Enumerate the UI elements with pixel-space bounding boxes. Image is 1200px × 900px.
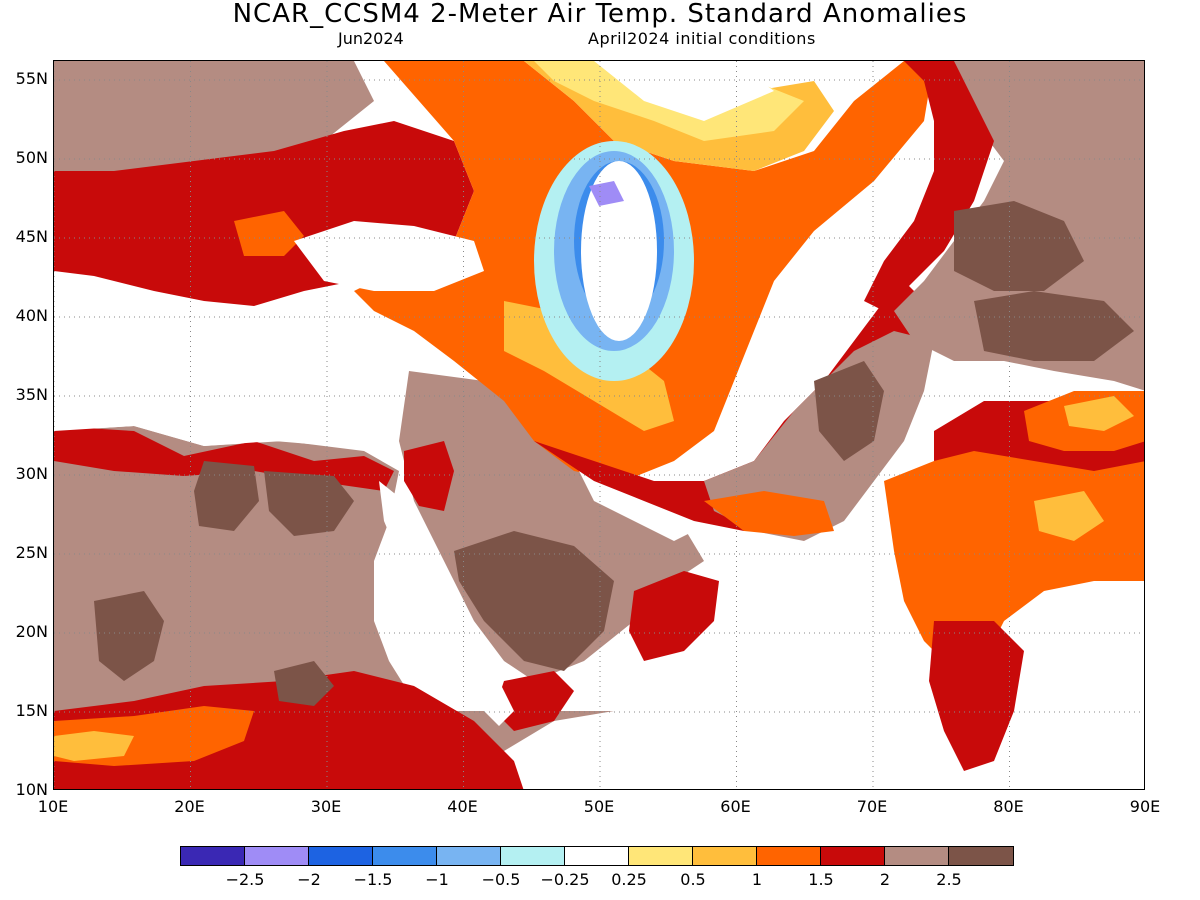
colorbar-segment (565, 847, 629, 865)
lat-tick-label: 15N (15, 700, 48, 720)
lon-tick-label: 60E (720, 797, 751, 816)
yemen-red-patch (494, 671, 574, 731)
colorbar-tick-label: 0.5 (680, 870, 706, 889)
colorbar-tick-label: −1.5 (353, 870, 393, 889)
lat-tick-label: 40N (15, 305, 48, 325)
africa-dark-blob-4 (274, 661, 334, 706)
mongolia-dark-blob (954, 201, 1084, 291)
africa-dark-blob-3 (94, 591, 164, 681)
lat-tick-label: 20N (15, 621, 48, 641)
africa-dark-blob-1 (194, 461, 259, 531)
lon-tick-label: 20E (174, 797, 205, 816)
levant-red-patch (404, 441, 454, 511)
anomaly-map (54, 61, 1144, 789)
tibet-dark-blob (974, 291, 1134, 361)
colorbar-segment (181, 847, 245, 865)
oman-red-patch (629, 571, 719, 661)
black-sea (294, 221, 484, 291)
lon-tick-label: 70E (856, 797, 888, 816)
colorbar (180, 846, 1014, 866)
colorbar-tick-label: −0.5 (481, 870, 521, 889)
colorbar-segment (949, 847, 1013, 865)
lon-tick-label: 90E (1129, 797, 1161, 816)
valid-month-label: Jun2024 (338, 29, 404, 48)
lat-tick-label: 30N (15, 463, 48, 483)
colorbar-tick-label: −2 (297, 870, 321, 889)
colorbar-segment (885, 847, 949, 865)
caspian-purple-spot (589, 181, 624, 206)
colorbar-segment (629, 847, 693, 865)
lat-tick-label: 50N (15, 147, 48, 167)
colorbar-tick-label: 1 (751, 870, 763, 889)
bay-of-bengal (994, 581, 1144, 789)
colorbar-segment (373, 847, 437, 865)
graticule (54, 61, 1144, 789)
colorbar-segment (501, 847, 565, 865)
lon-tick-label: 30E (310, 797, 342, 816)
africa-anomaly-region (54, 426, 614, 761)
lon-tick-label: 50E (583, 797, 615, 816)
kazakh-white-patch (594, 61, 774, 121)
colorbar-tick-label: 2.5 (936, 870, 962, 889)
india-red-south (929, 621, 1024, 771)
lat-tick-label: 25N (15, 542, 48, 562)
lon-tick-label: 10E (37, 797, 69, 816)
mediterranean-sea (54, 291, 404, 446)
balkans-orange-spot (234, 211, 304, 256)
sahel-yellow-spot (54, 731, 134, 761)
iran-orange-strip (704, 491, 834, 536)
central-asia-red-edge (864, 61, 994, 311)
india-light-orange-spot (1034, 491, 1104, 541)
colorbar-tick-label: −1 (425, 870, 449, 889)
arabia-dark-blob (454, 531, 614, 671)
initial-conditions-label: April2024 initial conditions (588, 29, 816, 48)
china-yellow-spot (1064, 396, 1134, 431)
red-sea (379, 481, 514, 726)
colorbar-segment (821, 847, 885, 865)
colorbar-segment (437, 847, 501, 865)
map-panel (53, 60, 1145, 790)
colorbar-tick-label: 2 (879, 870, 891, 889)
lon-tick-label: 40E (447, 797, 478, 816)
colorbar-segment (693, 847, 757, 865)
europe-brown-region (54, 61, 374, 186)
colorbar-segment (757, 847, 821, 865)
lat-tick-label: 45N (15, 226, 48, 246)
colorbar-tick-label: 0.25 (611, 870, 647, 889)
lat-tick-label: 55N (15, 68, 48, 88)
colorbar-tick-label: −0.25 (540, 870, 590, 889)
africa-dark-blob-2 (264, 471, 354, 536)
colorbar-tick-label: 1.5 (808, 870, 834, 889)
lon-tick-label: 80E (993, 797, 1024, 816)
colorbar-tick-label: −2.5 (225, 870, 265, 889)
arabian-sea (524, 561, 972, 789)
pakistan-dark-blob (814, 361, 884, 461)
colorbar-segment (245, 847, 309, 865)
lat-tick-label: 10N (15, 780, 48, 799)
colorbar-segment (309, 847, 373, 865)
chart-title: NCAR_CCSM4 2-Meter Air Temp. Standard An… (232, 0, 968, 29)
lat-tick-label: 35N (15, 384, 48, 404)
